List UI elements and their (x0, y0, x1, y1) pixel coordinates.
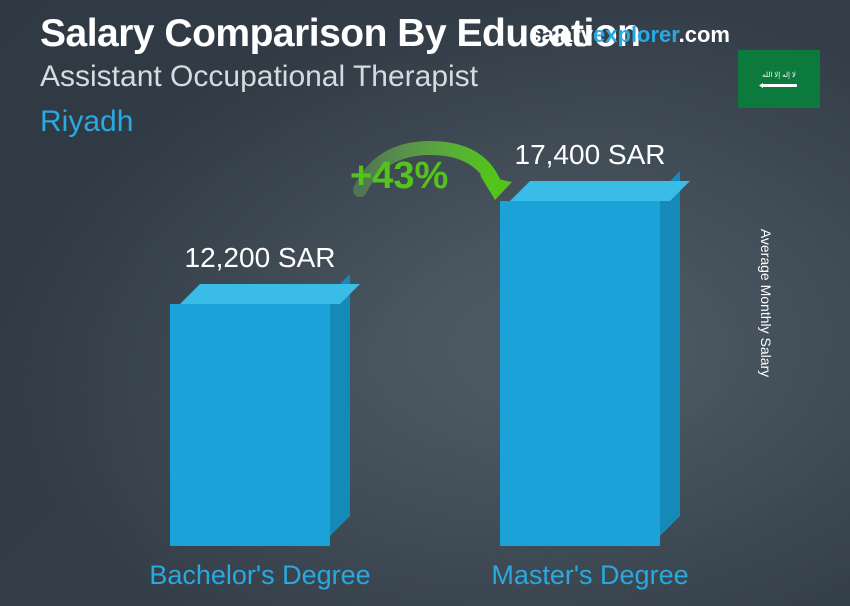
brand-logo: salaryexplorer.com (529, 22, 730, 48)
bar-category-label: Bachelor's Degree (135, 560, 385, 591)
brand-part3: .com (679, 22, 730, 47)
chart-subtitle: Assistant Occupational Therapist (40, 60, 478, 94)
bar-value-label: 12,200 SAR (160, 242, 360, 274)
bar-masters: 17,400 SAR Master's Degree (500, 201, 680, 546)
bar-value-label: 17,400 SAR (490, 139, 690, 171)
country-flag-icon: لا إله إلا الله (738, 50, 820, 108)
brand-part2: explorer (593, 22, 679, 47)
bar-chart: 12,200 SAR Bachelor's Degree 17,400 SAR … (0, 156, 850, 606)
bar-bachelors: 12,200 SAR Bachelor's Degree (170, 304, 350, 546)
chart-location: Riyadh (40, 105, 133, 139)
svg-text:لا إله إلا الله: لا إله إلا الله (762, 71, 796, 79)
bar-category-label: Master's Degree (465, 560, 715, 591)
brand-part1: salary (529, 22, 593, 47)
